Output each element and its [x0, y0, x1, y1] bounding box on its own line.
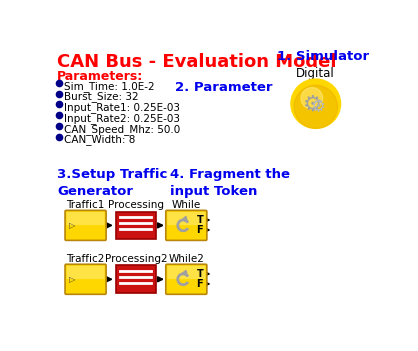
Text: 2. Parameter: 2. Parameter	[175, 81, 272, 94]
Text: T: T	[196, 269, 203, 279]
Text: ⚙: ⚙	[310, 98, 325, 115]
Text: Input_Rate2: 0.25E-03: Input_Rate2: 0.25E-03	[64, 113, 180, 124]
Circle shape	[291, 79, 341, 128]
Text: CAN_Width: 8: CAN_Width: 8	[64, 134, 135, 145]
Text: Traffic2: Traffic2	[66, 254, 105, 264]
FancyBboxPatch shape	[166, 210, 207, 240]
Text: Burst_Size: 32: Burst_Size: 32	[64, 91, 138, 102]
Text: While2: While2	[168, 254, 204, 264]
FancyBboxPatch shape	[167, 212, 205, 225]
Text: ▷: ▷	[69, 275, 76, 284]
FancyBboxPatch shape	[116, 265, 156, 293]
Text: Traffic1: Traffic1	[66, 200, 105, 210]
Text: Processing2: Processing2	[104, 254, 167, 264]
FancyBboxPatch shape	[116, 212, 156, 239]
FancyBboxPatch shape	[66, 212, 104, 225]
Text: CAN_Speed_Mhz: 50.0: CAN_Speed_Mhz: 50.0	[64, 124, 180, 135]
Text: 1. Simulator: 1. Simulator	[277, 50, 369, 63]
Circle shape	[294, 82, 337, 125]
FancyBboxPatch shape	[65, 210, 106, 240]
Text: Parameters:: Parameters:	[57, 70, 143, 83]
Text: Sim_Time: 1.0E-2: Sim_Time: 1.0E-2	[64, 81, 155, 92]
Text: ⚙: ⚙	[303, 94, 323, 114]
Circle shape	[301, 87, 323, 109]
Circle shape	[294, 85, 337, 128]
Text: Digital: Digital	[296, 67, 335, 80]
Text: F: F	[196, 225, 203, 235]
Text: While: While	[172, 200, 201, 210]
Text: T: T	[196, 215, 203, 225]
Text: Input_Rate1: 0.25E-03: Input_Rate1: 0.25E-03	[64, 102, 180, 113]
Text: 3.Setup Traffic
Generator: 3.Setup Traffic Generator	[57, 168, 167, 198]
FancyBboxPatch shape	[66, 266, 104, 279]
FancyBboxPatch shape	[65, 264, 106, 294]
Text: F: F	[196, 279, 203, 289]
Text: CAN Bus - Evaluation Model: CAN Bus - Evaluation Model	[57, 53, 336, 71]
FancyBboxPatch shape	[167, 266, 205, 279]
FancyBboxPatch shape	[166, 264, 207, 294]
Text: 4. Fragment the
input Token: 4. Fragment the input Token	[170, 168, 290, 198]
Text: Processing: Processing	[108, 200, 164, 210]
Text: ▷: ▷	[69, 221, 76, 230]
